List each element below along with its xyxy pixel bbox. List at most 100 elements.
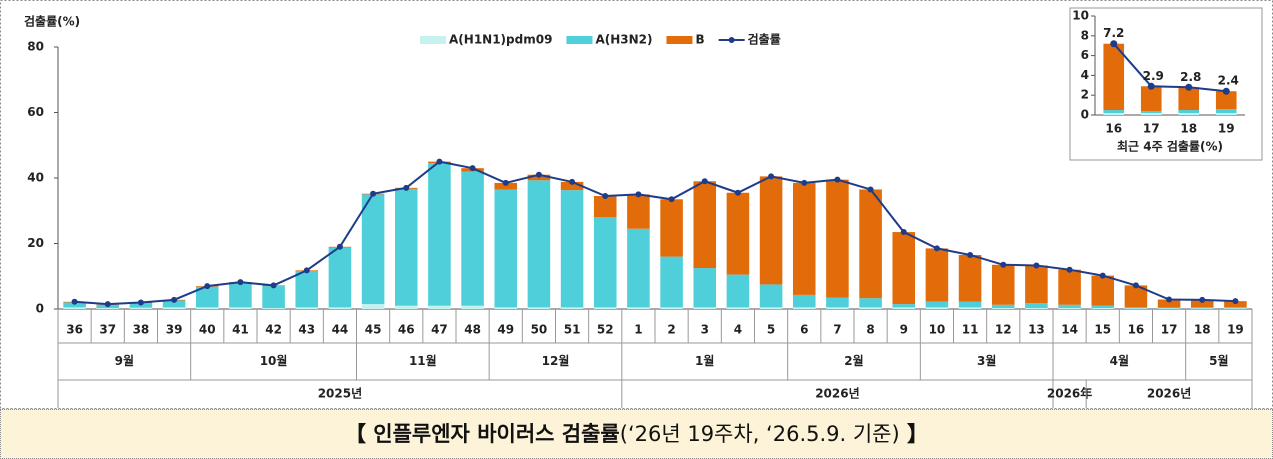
bar-segment (1124, 285, 1148, 308)
line (74, 160, 1236, 306)
bar-segment (958, 307, 982, 309)
x-tick-label: 3 (701, 323, 709, 337)
bar-segment (792, 182, 816, 295)
x-tick-label: 14 (1061, 323, 1078, 337)
line-marker (1000, 261, 1007, 268)
x-tick-label: 50 (531, 323, 548, 337)
bar-segment (1103, 113, 1125, 115)
bar-segment (1178, 87, 1200, 111)
legend-label: A(H1N1)pdm09 (449, 33, 552, 47)
bar-segment (295, 271, 319, 308)
x-axis-label: 최근 4주 검출률(%) (1117, 139, 1223, 154)
bar-segment (759, 284, 783, 308)
bar-segment (394, 305, 418, 309)
bar-segment (1058, 308, 1081, 309)
x-tick-label: 12 (995, 323, 1012, 337)
bar-segment (991, 308, 1015, 309)
x-tick-label: 37 (99, 323, 116, 337)
year-label: 2025년 (318, 387, 362, 401)
line-marker (1166, 296, 1173, 303)
bar-segment (1091, 305, 1115, 309)
bar-segment (1103, 110, 1125, 114)
month-label: 9월 (115, 353, 134, 368)
data-label: 2.4 (1218, 74, 1239, 88)
bar-segment (1157, 299, 1181, 308)
bar-segment (1178, 110, 1200, 114)
x-tick-label: 10 (929, 323, 946, 337)
line-marker (104, 301, 111, 308)
line-marker (303, 267, 310, 274)
bar-segment (1215, 91, 1237, 110)
x-tick-label: 43 (298, 323, 315, 337)
x-tick-label: 52 (597, 323, 614, 337)
line-marker (370, 190, 377, 197)
line-marker (1222, 87, 1230, 95)
bar-segment (195, 307, 219, 309)
inset-frame (1069, 7, 1263, 161)
bar-segment (361, 304, 385, 309)
x-tick-label: 48 (464, 323, 481, 337)
caption-bold: 【 인플루엔자 바이러스 검출률 (344, 422, 620, 446)
y-axis-label: 검출률(%) (24, 14, 80, 29)
month-label: 11월 (409, 353, 437, 368)
bar-segment (295, 307, 319, 309)
legend-swatch (666, 36, 693, 44)
month-label: 12월 (542, 353, 570, 368)
bar-segment (1215, 113, 1237, 115)
y-tick-label: 60 (27, 105, 44, 119)
bar-segment (892, 304, 916, 308)
bar-segment (527, 307, 551, 309)
bar-segment (195, 286, 219, 308)
y-tick-label: 4 (1081, 68, 1089, 82)
month-label: 4월 (1110, 353, 1129, 368)
bar-segment (759, 176, 783, 285)
bar-segment (162, 307, 186, 309)
line-marker (1199, 296, 1206, 303)
bar-segment (494, 189, 518, 308)
line-marker (569, 178, 576, 185)
y-tick-label: 40 (27, 171, 44, 185)
bar-segment (1124, 307, 1148, 309)
x-tick-label: 4 (734, 323, 742, 337)
bar-segment (792, 307, 816, 309)
line-marker (1033, 262, 1040, 269)
bar-segment (560, 307, 584, 309)
bar-segment (726, 307, 750, 309)
x-tick-label: 1 (634, 323, 642, 337)
caption-normal: (‘26년 19주차, ‘26.5.9. 기준) (619, 422, 900, 446)
bar-segment (461, 305, 484, 309)
bar-segment (1140, 113, 1162, 115)
x-tick-label: 2 (667, 323, 675, 337)
line-marker (1110, 40, 1118, 48)
bar-segment (826, 179, 849, 298)
bar-segment (892, 307, 916, 309)
bar-segment (593, 196, 617, 218)
x-tick-label: 16 (1128, 323, 1145, 337)
bar-segment (693, 268, 717, 308)
caption: 【 인플루엔자 바이러스 검출률(‘26년 19주차, ‘26.5.9. 기준)… (0, 409, 1273, 459)
bar-segment (229, 282, 252, 308)
caption-end: 】 (899, 422, 929, 446)
bar-segment (494, 307, 518, 309)
x-tick-label: 51 (564, 323, 581, 337)
bar-segment (1190, 308, 1214, 309)
bar-segment (792, 294, 816, 308)
bar-segment (726, 274, 750, 308)
bar-segment (1140, 111, 1162, 114)
bar-segment (394, 188, 418, 306)
month-label: 2월 (844, 353, 863, 368)
bar-segment (560, 190, 584, 308)
bar-segment (428, 305, 451, 309)
bar-segment (229, 307, 252, 309)
line-marker (834, 176, 841, 183)
x-tick-label: 17 (1161, 323, 1178, 337)
line-marker (1099, 272, 1106, 279)
bar-segment (627, 228, 650, 308)
line-marker (1147, 82, 1155, 90)
legend-marker (728, 37, 735, 43)
month-label: 3월 (977, 353, 996, 368)
bar-segment (826, 307, 849, 309)
line-marker (204, 283, 211, 290)
bar-segment (527, 180, 551, 308)
